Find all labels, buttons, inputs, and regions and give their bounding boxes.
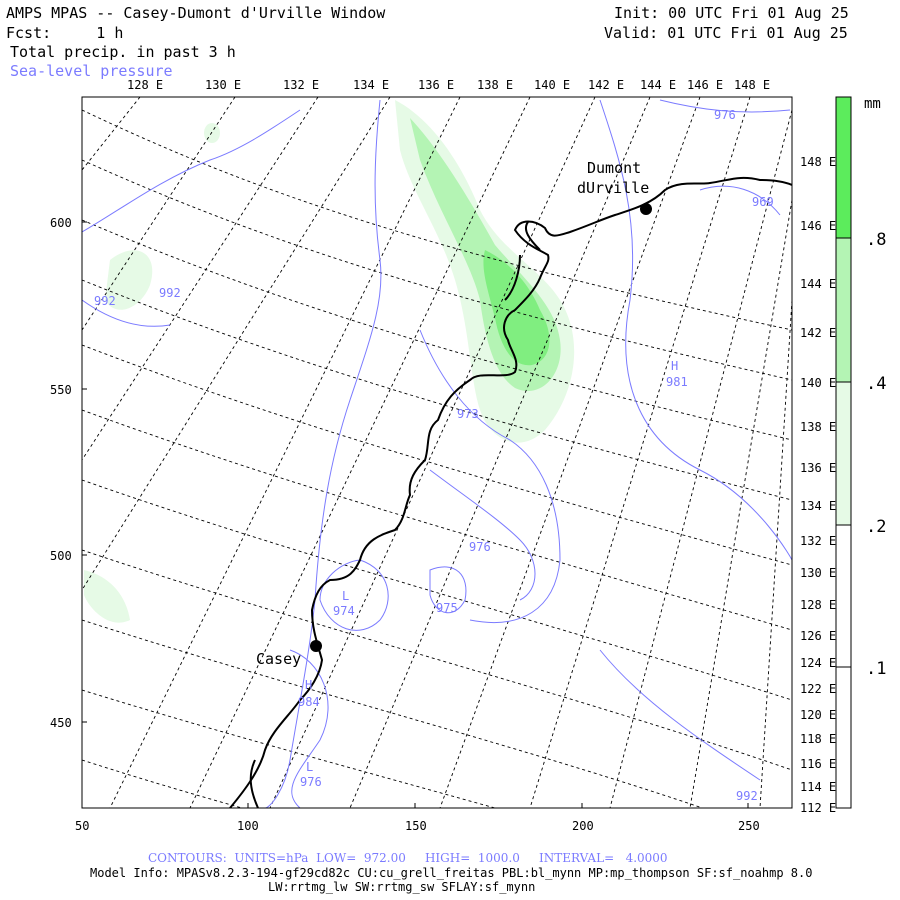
colorbar-label: .4 xyxy=(866,374,886,394)
top-longitude-labels: 128 E 130 E 132 E 134 E 136 E 138 E 140 … xyxy=(127,78,770,92)
station-label-dumont-2: dUrville xyxy=(577,179,649,197)
colorbar-unit: mm xyxy=(864,96,881,112)
pressure-label: 992 xyxy=(736,789,758,803)
colorbar-label: .1 xyxy=(866,659,886,679)
colorbar-label: .2 xyxy=(866,517,886,537)
right-longitude-labels: 148 E 146 E 144 E 142 E 140 E 138 E 136 … xyxy=(800,155,836,815)
field-slp-label: Sea-level pressure xyxy=(10,62,173,80)
right-lon-label: 130 E xyxy=(800,566,836,580)
right-lon-label: 126 E xyxy=(800,629,836,643)
top-lon-label: 146 E xyxy=(687,78,723,92)
station-label-dumont-1: Dumont xyxy=(587,159,641,177)
precip-area-light-sw xyxy=(84,570,130,623)
precip-shading xyxy=(84,100,575,623)
init-time: Init: 00 UTC Fri 01 Aug 25 xyxy=(614,4,849,22)
pressure-low-marker: L xyxy=(342,589,349,603)
contour-info: CONTOURS: UNITS=hPa LOW= 972.00 HIGH= 10… xyxy=(148,851,668,865)
pressure-label: 981 xyxy=(666,375,688,389)
top-lon-label: 130 E xyxy=(205,78,241,92)
model-info-line-2: LW:rrtmg_lw SW:rrtmg_sw SFLAY:sf_mynn xyxy=(268,880,536,894)
colorbar-bin-0 xyxy=(836,667,851,808)
y-tick-label: 600 xyxy=(50,216,72,230)
y-tick-label: 450 xyxy=(50,716,72,730)
top-lon-label: 140 E xyxy=(534,78,570,92)
y-tick-label: 500 xyxy=(50,549,72,563)
pressure-label: 974 xyxy=(333,604,355,618)
x-tick-label: 200 xyxy=(572,819,594,833)
precip-area-light-west xyxy=(105,250,153,310)
x-tick-label: 100 xyxy=(237,819,259,833)
colorbar-bin-4 xyxy=(836,97,851,238)
top-lon-label: 134 E xyxy=(353,78,389,92)
pressure-label: 976 xyxy=(469,540,491,554)
pressure-label: 969 xyxy=(752,195,774,209)
top-lon-label: 148 E xyxy=(734,78,770,92)
right-lon-label: 118 E xyxy=(800,732,836,746)
x-tick-label: 250 xyxy=(738,819,760,833)
y-tick-label: 550 xyxy=(50,383,72,397)
right-lon-label: 132 E xyxy=(800,534,836,548)
valid-time: Valid: 01 UTC Fri 01 Aug 25 xyxy=(604,24,848,42)
station-marker-dumont xyxy=(640,203,652,215)
right-lon-label: 140 E xyxy=(800,376,836,390)
right-lon-label: 142 E xyxy=(800,326,836,340)
colorbar-label: .8 xyxy=(866,230,886,250)
right-lon-label: 128 E xyxy=(800,598,836,612)
right-lon-label: 136 E xyxy=(800,461,836,475)
forecast-hour: Fcst: 1 h xyxy=(6,24,124,42)
right-lon-label: 112 E xyxy=(800,801,836,815)
precip-area-light-nw xyxy=(204,123,220,143)
top-lon-label: 128 E xyxy=(127,78,163,92)
colorbar-bin-2 xyxy=(836,382,851,525)
top-lon-label: 142 E xyxy=(588,78,624,92)
x-tick-label: 150 xyxy=(405,819,427,833)
pressure-high-marker: H xyxy=(671,359,678,373)
slp-contours xyxy=(82,99,792,808)
coastline xyxy=(229,176,792,808)
y-axis-ticks xyxy=(82,221,87,723)
pressure-high-marker: H xyxy=(305,678,312,692)
right-lon-label: 146 E xyxy=(800,219,836,233)
right-lon-label: 120 E xyxy=(800,708,836,722)
right-lon-label: 144 E xyxy=(800,277,836,291)
y-axis-labels: 600 550 500 450 xyxy=(50,216,72,730)
title: AMPS MPAS -- Casey-Dumont d'Urville Wind… xyxy=(6,4,386,22)
colorbar-bin-3 xyxy=(836,238,851,382)
field-precip-label: Total precip. in past 3 h xyxy=(10,43,236,61)
plot-frame xyxy=(81,96,793,809)
top-lon-label: 136 E xyxy=(418,78,454,92)
pressure-label: 992 xyxy=(94,294,116,308)
x-axis-ticks xyxy=(247,803,749,808)
pressure-label: 976 xyxy=(714,108,736,122)
station-label-casey: Casey xyxy=(256,650,301,668)
pressure-label: 992 xyxy=(159,286,181,300)
pressure-label: 984 xyxy=(298,695,320,709)
x-tick-label: 50 xyxy=(75,819,89,833)
right-lon-label: 114 E xyxy=(800,780,836,794)
right-lon-label: 134 E xyxy=(800,499,836,513)
pressure-low-marker: L xyxy=(306,760,313,774)
right-lon-label: 138 E xyxy=(800,420,836,434)
stations: Dumont dUrville Casey xyxy=(256,159,652,668)
pressure-label: 973 xyxy=(457,407,479,421)
right-lon-label: 122 E xyxy=(800,682,836,696)
model-info-line-1: Model Info: MPASv8.2.3-194-gf29cd82c CU:… xyxy=(90,866,813,880)
top-lon-label: 138 E xyxy=(477,78,513,92)
right-lon-label: 124 E xyxy=(800,656,836,670)
right-lon-label: 116 E xyxy=(800,757,836,771)
pressure-label: 975 xyxy=(436,601,458,615)
top-lon-label: 144 E xyxy=(640,78,676,92)
colorbar-bin-1 xyxy=(836,525,851,667)
colorbar: mm .8 .4 .2 .1 xyxy=(835,96,886,809)
top-lon-label: 132 E xyxy=(283,78,319,92)
pressure-labels: 976 969 992 992 H 981 973 976 L 974 975 … xyxy=(94,108,774,803)
x-axis-labels: 50 100 150 200 250 xyxy=(75,819,760,833)
pressure-label: 976 xyxy=(300,775,322,789)
right-lon-label: 148 E xyxy=(800,155,836,169)
station-marker-casey xyxy=(310,640,322,652)
